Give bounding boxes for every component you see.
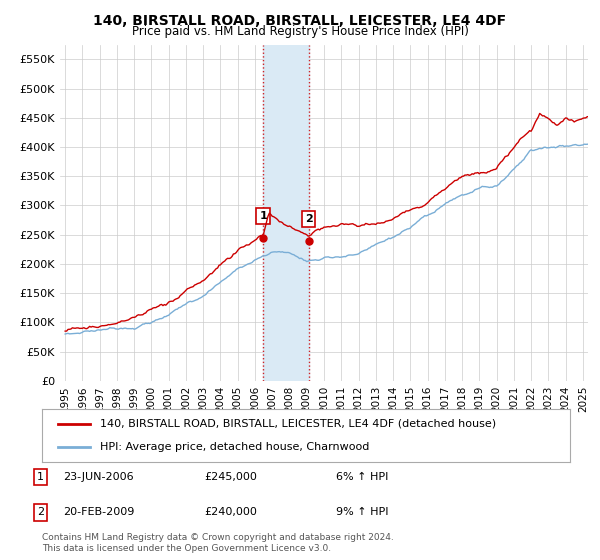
Text: 140, BIRSTALL ROAD, BIRSTALL, LEICESTER, LE4 4DF (detached house): 140, BIRSTALL ROAD, BIRSTALL, LEICESTER,… bbox=[100, 419, 496, 429]
Text: 1: 1 bbox=[37, 472, 44, 482]
Text: £240,000: £240,000 bbox=[204, 507, 257, 517]
Text: HPI: Average price, detached house, Charnwood: HPI: Average price, detached house, Char… bbox=[100, 442, 370, 452]
Text: Price paid vs. HM Land Registry's House Price Index (HPI): Price paid vs. HM Land Registry's House … bbox=[131, 25, 469, 38]
Text: 9% ↑ HPI: 9% ↑ HPI bbox=[336, 507, 389, 517]
Text: 2: 2 bbox=[37, 507, 44, 517]
Text: £245,000: £245,000 bbox=[204, 472, 257, 482]
Text: 20-FEB-2009: 20-FEB-2009 bbox=[63, 507, 134, 517]
Bar bbox=[263, 45, 309, 381]
Text: 140, BIRSTALL ROAD, BIRSTALL, LEICESTER, LE4 4DF: 140, BIRSTALL ROAD, BIRSTALL, LEICESTER,… bbox=[94, 14, 506, 28]
Text: 1: 1 bbox=[259, 211, 267, 221]
Text: 2: 2 bbox=[305, 214, 313, 224]
Text: Contains HM Land Registry data © Crown copyright and database right 2024.
This d: Contains HM Land Registry data © Crown c… bbox=[42, 533, 394, 553]
Text: 6% ↑ HPI: 6% ↑ HPI bbox=[336, 472, 388, 482]
Text: 23-JUN-2006: 23-JUN-2006 bbox=[63, 472, 134, 482]
